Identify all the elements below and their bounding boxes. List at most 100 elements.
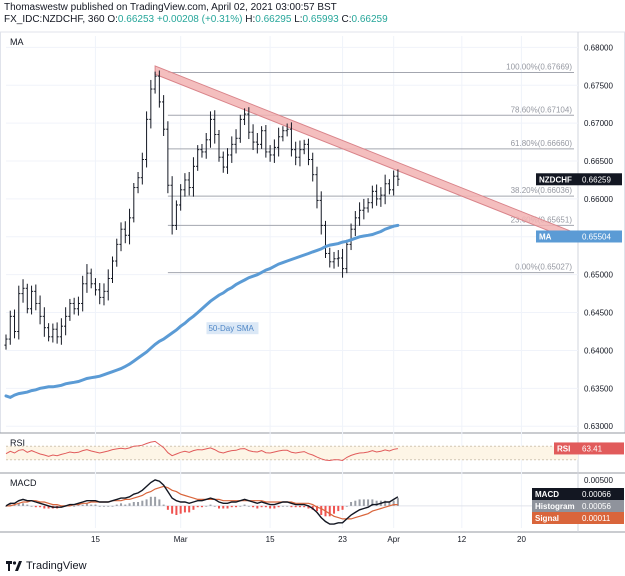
macd-histogram-bar (350, 502, 353, 506)
macd-histogram-bar (98, 505, 101, 507)
price-bar (281, 126, 285, 142)
macd-panel-label: MACD (10, 478, 37, 488)
macd-histogram-bar (17, 503, 20, 506)
macd-histogram-bar (34, 505, 37, 508)
sma-label-bg (206, 322, 259, 335)
price-axis-tick: 0.64500 (584, 309, 613, 318)
price-axis-tick: 0.63000 (584, 422, 613, 431)
macd-histogram-bar (298, 505, 301, 508)
fib-level-label: 38.20%(0.66036) (511, 186, 573, 195)
price-bar (221, 151, 225, 173)
macd-histogram-bar (388, 502, 391, 506)
macd-histogram-bar (230, 505, 233, 508)
price-bar (157, 70, 161, 108)
price-axis-tick: 0.67000 (584, 119, 613, 128)
price-bar (315, 166, 319, 209)
price-bar (55, 322, 59, 344)
price-bar (153, 71, 157, 94)
price-bar (162, 95, 166, 137)
macd-histogram-bar (303, 505, 306, 508)
change-value: +0.00208 (+0.31%) (156, 14, 243, 25)
macd-tag-bg (532, 500, 624, 512)
price-bar (213, 110, 217, 144)
price-bar (217, 129, 221, 162)
price-bar (323, 220, 328, 259)
macd-histogram-bar (286, 505, 289, 507)
macd-histogram-bar (341, 505, 344, 510)
macd-histogram-bar (320, 505, 323, 515)
tradingview-logo-icon (6, 561, 22, 571)
price-axis-tick: 0.64000 (584, 346, 613, 355)
macd-histogram-bar (128, 503, 131, 506)
macd-histogram-bar (328, 505, 331, 517)
rsi-line (5, 440, 398, 462)
price-bar (68, 298, 72, 321)
time-axis-tick: Mar (174, 535, 188, 544)
macd-tag-bg (532, 512, 624, 524)
price-bar (72, 297, 76, 315)
price-bar (12, 309, 17, 339)
macd-histogram-bar (354, 500, 357, 506)
macd-axis-tick: 0.00500 (584, 476, 613, 485)
macd-histogram-bar (205, 505, 208, 507)
price-bar (328, 247, 332, 268)
macd-histogram-bar (81, 504, 84, 506)
macd-histogram-bar (39, 505, 42, 508)
macd-histogram-bar (115, 504, 118, 506)
price-bar (345, 239, 349, 274)
price-bar (264, 125, 268, 158)
macd-histogram-bar (22, 503, 25, 506)
price-bar (106, 269, 110, 301)
footer-brand[interactable]: TradingView (26, 560, 87, 572)
price-bar (340, 248, 345, 278)
price-axis-tick: 0.66500 (584, 157, 613, 166)
price-bar (25, 283, 29, 314)
fib-level-label: 78.60%(0.67104) (511, 105, 573, 114)
price-bar (29, 285, 34, 315)
macd-histogram-bar (273, 505, 276, 509)
macd-histogram-bar (43, 505, 46, 509)
price-bar (64, 307, 68, 336)
open-label: O: (107, 14, 118, 25)
macd-histogram-bar (396, 498, 399, 506)
macd-histogram-bar (47, 505, 50, 509)
price-axis-tick: 0.65000 (584, 271, 613, 280)
macd-histogram-bar (260, 505, 263, 508)
symbol-price-tag-value: 0.66259 (582, 175, 611, 184)
macd-histogram-bar (235, 505, 238, 508)
macd-tag-name: MACD (535, 490, 559, 499)
macd-histogram-bar (94, 504, 97, 506)
price-bar (119, 222, 123, 252)
price-bar (332, 251, 336, 269)
macd-histogram-bar (247, 505, 250, 507)
price-bar (179, 184, 183, 211)
macd-histogram-bar (188, 505, 191, 513)
macd-histogram-bar (85, 503, 88, 506)
price-bar (204, 132, 208, 159)
price-bar (289, 122, 294, 157)
price-bar (59, 318, 63, 345)
macd-histogram-bar (209, 504, 212, 506)
price-bar (208, 111, 213, 148)
ma-price-tag-name: MA (539, 232, 552, 241)
time-axis-tick: 12 (457, 535, 466, 544)
macd-tag-name: Signal (535, 514, 559, 523)
price-bar (102, 283, 106, 306)
price-axis-tick: 0.63500 (584, 384, 613, 393)
price-bar (396, 169, 400, 187)
price-bar (51, 323, 55, 343)
price-bar (89, 268, 93, 289)
macd-histogram-bar (392, 500, 395, 506)
trendline-channel (154, 65, 575, 242)
macd-histogram-bar (290, 505, 293, 508)
price-bar (140, 152, 144, 185)
macd-histogram-bar (183, 505, 186, 513)
price-bar (34, 284, 38, 311)
price-bar (260, 126, 264, 149)
ohlc-line: FX_IDC:NZDCHF, 360 O:0.66253 +0.00208 (+… (4, 14, 388, 26)
price-bar (191, 157, 196, 197)
price-bar (170, 176, 174, 235)
price-bar (285, 123, 289, 137)
price-bar (110, 256, 115, 284)
